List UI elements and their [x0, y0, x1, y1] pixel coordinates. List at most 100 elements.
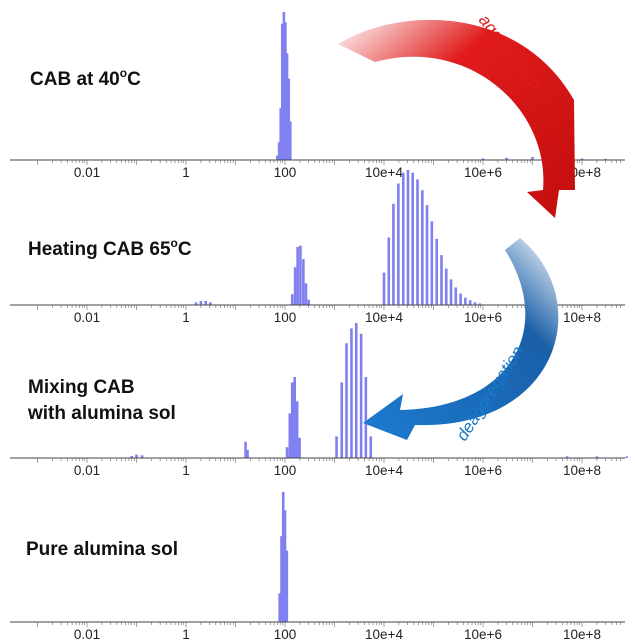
x-tick-label: 10e+6	[464, 627, 502, 642]
x-tick-label: 1	[182, 310, 190, 325]
panel-cab-40: CAB at 40oC 0.01 1 100 10e+4 10e+6 10e+8	[10, 12, 625, 180]
panel-pure-alumina: Pure alumina sol 0.01 1 100 10e+4 10e+6 10e+8	[10, 492, 625, 642]
distribution-bar	[277, 142, 281, 160]
panel-1-bars	[276, 12, 607, 161]
distribution-bar	[246, 449, 249, 458]
distribution-bar	[392, 203, 395, 305]
x-tick-label: 10e+8	[563, 627, 601, 642]
distribution-bar	[459, 293, 462, 305]
distribution-bar	[440, 255, 443, 305]
x-tick-label: 10e+4	[365, 463, 403, 478]
distribution-bar	[401, 172, 405, 305]
x-tick-label: 100	[274, 310, 297, 325]
x-tick-label: 1	[182, 463, 190, 478]
distribution-bar	[481, 158, 485, 160]
distribution-bar	[140, 455, 144, 458]
x-tick-label: 10e+6	[464, 463, 502, 478]
distribution-bar	[287, 78, 291, 160]
distribution-bar	[285, 53, 289, 160]
distribution-bar	[199, 300, 203, 305]
blue-curved-arrow	[363, 238, 559, 440]
distribution-bar	[625, 456, 629, 458]
distribution-bar	[280, 23, 284, 161]
distribution-bar	[580, 158, 584, 160]
x-tick-label: 0.01	[74, 165, 100, 180]
panel-4-ticks: 0.01 1 100 10e+4 10e+6 10e+8	[37, 622, 621, 642]
panel-mixing: Mixing CAB with alumina sol 0.01 1 100 10e+…	[10, 323, 629, 478]
x-tick-label: 0.01	[74, 310, 100, 325]
distribution-bar	[290, 294, 294, 305]
distribution-bar	[282, 12, 286, 160]
distribution-bar	[531, 157, 534, 160]
distribution-bar	[350, 328, 353, 458]
distribution-bar	[387, 237, 391, 305]
distribution-bar	[421, 190, 424, 305]
distribution-bar	[293, 267, 297, 305]
distribution-bar	[283, 510, 287, 622]
distribution-bar	[302, 259, 305, 305]
distribution-bar	[425, 205, 429, 305]
distribution-bar	[289, 121, 292, 160]
panel-title: Pure alumina sol	[26, 539, 178, 560]
distribution-bar	[285, 447, 289, 458]
distribution-bar	[340, 382, 344, 458]
distribution-bar	[397, 183, 400, 305]
x-tick-label: 100	[274, 463, 297, 478]
distribution-bar	[416, 179, 419, 305]
x-tick-label: 1	[182, 627, 190, 642]
distribution-bar	[505, 157, 508, 160]
x-tick-label: 10e+4	[365, 627, 403, 642]
panel-title: Heating CAB 65oC	[28, 236, 192, 260]
panel-title-line-2: with alumina sol	[27, 403, 176, 424]
distribution-bar	[478, 303, 482, 305]
distribution-bar	[295, 401, 299, 458]
panel-2-ticks: 0.01 1 100 10e+4 10e+6 10e+8	[37, 305, 621, 325]
distribution-bar	[464, 297, 467, 305]
distribution-bar	[444, 268, 448, 305]
distribution-bar	[285, 550, 289, 622]
x-tick-label: 10e+4	[365, 310, 403, 325]
distribution-bar	[281, 492, 285, 622]
distribution-bar	[411, 172, 414, 305]
distribution-bar	[435, 238, 438, 305]
panel-3-bars	[130, 323, 629, 458]
distribution-bar	[335, 436, 338, 458]
panel-1-ticks: 0.01 1 100 10e+4 10e+6 10e+8	[37, 160, 621, 180]
distribution-bar	[359, 333, 363, 458]
aggregation-arrow: aggregation	[338, 11, 575, 218]
distribution-bar	[298, 437, 301, 458]
x-tick-label: 0.01	[74, 627, 100, 642]
distribution-bar	[296, 246, 299, 305]
distribution-bar	[565, 456, 569, 458]
x-tick-label: 0.01	[74, 463, 100, 478]
distribution-bar	[276, 155, 279, 160]
distribution-bar	[209, 302, 212, 305]
x-tick-label: 10e+6	[464, 165, 502, 180]
panel-title-line-1: Mixing CAB	[28, 377, 135, 398]
x-tick-label: 1	[182, 165, 190, 180]
distribution-bar	[595, 456, 599, 458]
distribution-bar	[290, 382, 294, 458]
distribution-bar	[244, 441, 247, 458]
distribution-bar	[130, 455, 134, 458]
distribution-bar	[284, 22, 287, 160]
distribution-bar	[364, 377, 368, 458]
distribution-bar	[382, 272, 386, 305]
distribution-bar	[194, 302, 198, 305]
distribution-bar	[135, 454, 138, 458]
panel-title: CAB at 40oC	[30, 66, 141, 90]
distribution-bar	[345, 343, 348, 458]
distribution-bar	[604, 158, 607, 160]
panel-heating-65: Heating CAB 65oC 0.01 1 100 10e+4 10e+6 10e+8	[10, 170, 625, 325]
distribution-bar	[278, 593, 281, 622]
distribution-bar	[430, 221, 434, 305]
x-tick-label: 10e+6	[464, 310, 502, 325]
distribution-bar	[307, 299, 310, 305]
distribution-bar	[369, 436, 373, 458]
distribution-bar	[304, 283, 308, 305]
distribution-bar	[473, 302, 477, 305]
distribution-bar	[299, 245, 302, 305]
panel-3-ticks: 0.01 1 100 10e+4 10e+6 10e+8	[37, 458, 621, 478]
x-tick-label: 10e+4	[365, 165, 403, 180]
